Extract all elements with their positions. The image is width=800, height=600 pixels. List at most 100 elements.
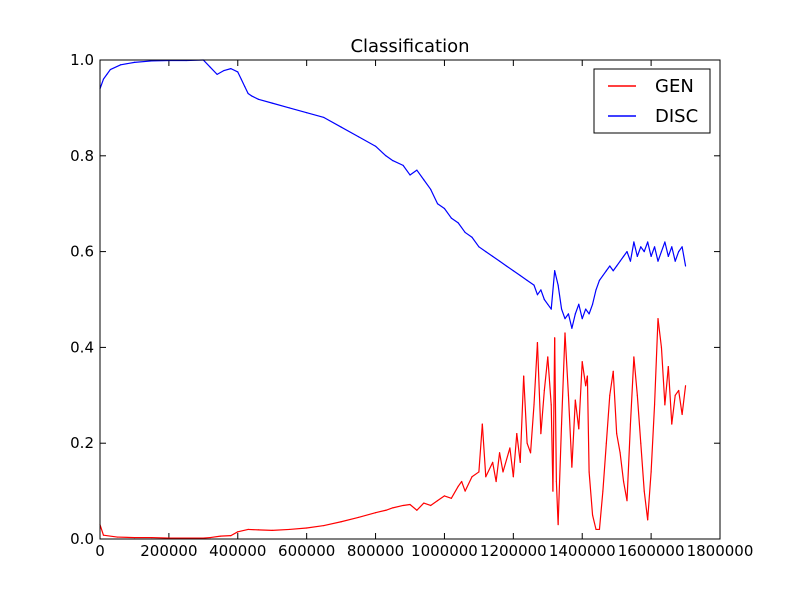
gen-line-segment xyxy=(498,452,504,473)
gen-line-segment xyxy=(306,524,325,529)
disc-line-segment xyxy=(250,95,260,100)
disc-line-segment xyxy=(519,274,528,281)
disc-line-segment xyxy=(109,64,122,71)
disc-line-segment xyxy=(430,188,439,205)
gen-line-segment xyxy=(678,389,683,416)
disc-line-segment xyxy=(550,270,556,310)
disc-line-segment xyxy=(540,289,545,301)
disc-line-segment xyxy=(653,246,659,262)
disc-line-segment xyxy=(602,270,607,277)
gen-line-segment xyxy=(588,471,594,516)
x-tick-label: 800000 xyxy=(347,542,404,560)
gen-line-segment xyxy=(519,375,525,463)
disc-line-segment xyxy=(647,241,652,257)
disc-line-segment xyxy=(605,265,611,272)
disc-line-segment xyxy=(588,303,594,315)
series-group xyxy=(99,59,687,539)
disc-line-segment xyxy=(202,59,211,68)
gen-line-segment xyxy=(340,516,359,523)
gen-line-segment xyxy=(481,423,487,478)
gen-line-segment xyxy=(409,503,418,511)
x-axis-tick-labels: 0 200000 400000 600000 800000 1000000 1200000 1… xyxy=(95,542,753,560)
y-tick-label: 0.4 xyxy=(70,338,94,356)
disc-line-segment xyxy=(560,308,566,320)
gen-line-segment xyxy=(547,356,552,406)
disc-line-segment xyxy=(557,284,563,310)
gen-line-segment xyxy=(578,361,583,430)
legend: GEN DISC xyxy=(593,68,711,134)
gen-line-segment xyxy=(230,531,239,537)
disc-line-segment xyxy=(209,66,218,75)
y-tick-label: 0.8 xyxy=(70,147,94,165)
disc-line-segment xyxy=(671,246,676,262)
disc-line-segment xyxy=(536,289,542,296)
gen-line-segment xyxy=(450,485,459,499)
disc-line-segment xyxy=(640,246,645,253)
disc-line-segment xyxy=(392,159,404,166)
disc-line-segment xyxy=(99,78,105,90)
disc-line-segment xyxy=(340,126,359,138)
disc-line-segment xyxy=(423,179,432,190)
disc-line-segment xyxy=(660,241,666,253)
gen-line-segment xyxy=(671,394,676,425)
gen-line-segment xyxy=(636,394,642,444)
disc-line-segment xyxy=(681,246,687,267)
disc-line-segment xyxy=(230,68,239,73)
disc-line-segment xyxy=(306,112,325,119)
gen-line-segment xyxy=(574,399,580,430)
disc-line-segment xyxy=(643,241,649,253)
disc-line-segment xyxy=(564,313,570,320)
gen-line-segment xyxy=(612,370,618,435)
gen-line-segment xyxy=(598,490,604,531)
disc-line-segment xyxy=(574,303,580,315)
chart-title: Classification xyxy=(350,36,469,57)
gen-line-segment xyxy=(423,502,432,507)
disc-line-segment xyxy=(678,246,683,253)
gen-line-segment xyxy=(564,332,570,396)
gen-line-segment xyxy=(461,480,466,492)
disc-line-segment xyxy=(102,73,108,80)
disc-line-segment xyxy=(667,246,673,257)
disc-line-segment xyxy=(616,260,621,267)
gen-line-segment xyxy=(374,509,387,514)
disc-line-segment xyxy=(409,169,418,176)
disc-line-segment xyxy=(385,155,394,162)
disc-line-segment xyxy=(598,274,604,281)
disc-line-segment xyxy=(450,217,459,224)
gen-line-segment xyxy=(512,433,518,478)
gen-line-segment xyxy=(271,528,291,531)
disc-line-segment xyxy=(464,231,473,238)
gen-line-segment xyxy=(643,490,649,521)
disc-line-segment xyxy=(223,68,232,72)
gen-line-segment xyxy=(622,480,628,502)
gen-line-segment xyxy=(523,375,528,444)
disc-line-segment xyxy=(120,61,136,66)
gen-line-segment xyxy=(581,361,587,387)
gen-line-segment xyxy=(502,447,511,473)
gen-line-segment xyxy=(657,318,663,348)
gen-line-segment xyxy=(209,535,222,539)
disc-line-segment xyxy=(106,68,111,75)
disc-line-segment xyxy=(443,207,452,219)
disc-line-segment xyxy=(591,289,597,305)
gen-line-segment xyxy=(457,480,463,487)
x-tick-label: 1800000 xyxy=(687,542,754,560)
disc-line-segment xyxy=(633,241,638,257)
disc-line-segment xyxy=(612,265,618,272)
disc-line-segment xyxy=(636,246,642,257)
x-tick-label: 1000000 xyxy=(411,542,478,560)
x-tick-label: 1600000 xyxy=(618,542,685,560)
disc-line-segment xyxy=(512,270,521,277)
disc-line-segment xyxy=(416,169,425,181)
gen-line-segment xyxy=(567,394,573,468)
y-tick-label: 0.2 xyxy=(70,434,94,452)
gen-line-segment xyxy=(667,365,673,425)
gen-line-segment xyxy=(102,534,118,538)
gen-line-segment xyxy=(554,337,557,483)
disc-line-segment xyxy=(533,284,539,296)
gen-line-segment xyxy=(237,528,249,533)
disc-line-segment xyxy=(626,251,632,262)
gen-line-segment xyxy=(557,423,563,526)
legend-label-disc: DISC xyxy=(655,106,698,127)
